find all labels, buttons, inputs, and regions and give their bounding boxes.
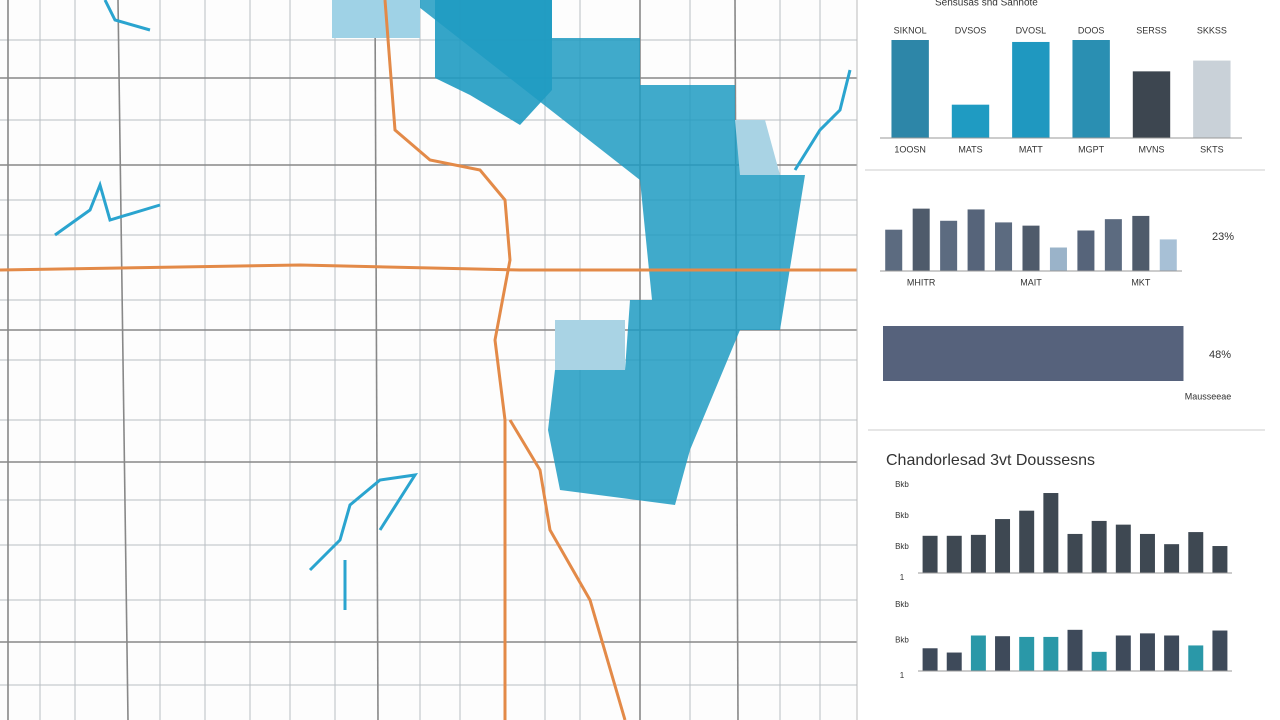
bar bbox=[912, 208, 930, 271]
bar bbox=[1072, 40, 1110, 138]
category-label: MKT bbox=[1131, 277, 1151, 287]
bar bbox=[1193, 60, 1231, 138]
bar bbox=[1212, 546, 1228, 573]
bar bbox=[970, 635, 986, 671]
bar bbox=[1019, 636, 1035, 671]
axis-label: 1 bbox=[900, 671, 905, 680]
top-label: SERSS bbox=[1136, 25, 1167, 35]
bar bbox=[1115, 524, 1131, 573]
bar bbox=[1164, 635, 1180, 671]
bar bbox=[1049, 247, 1067, 271]
value-label: 48% bbox=[1209, 349, 1231, 361]
bar bbox=[1132, 215, 1150, 271]
category-label: MAIT bbox=[1020, 277, 1042, 287]
bar bbox=[1188, 645, 1204, 671]
bar bbox=[1043, 636, 1059, 671]
water bbox=[54, 0, 852, 610]
bar bbox=[1012, 41, 1050, 138]
top-label: SKKSS bbox=[1197, 25, 1227, 35]
bar bbox=[1077, 230, 1095, 271]
bar bbox=[885, 229, 903, 271]
chart-title: Chandorlesad 3vt Doussesns bbox=[886, 452, 1095, 469]
shaded-districts bbox=[332, 0, 805, 505]
bar bbox=[946, 652, 962, 671]
bar bbox=[1139, 633, 1155, 671]
highways bbox=[0, 0, 857, 720]
category-label: MVNS bbox=[1138, 144, 1164, 154]
bar bbox=[1115, 635, 1131, 671]
bar bbox=[1067, 629, 1083, 671]
category-label: SKTS bbox=[1200, 144, 1224, 154]
category-label: 1OOSN bbox=[894, 144, 926, 154]
bar bbox=[1043, 493, 1059, 573]
category-label: MATS bbox=[958, 144, 982, 154]
bar bbox=[1139, 533, 1155, 573]
bar bbox=[995, 636, 1011, 671]
axis-label: Bkb bbox=[895, 480, 909, 489]
top-label: DVOSL bbox=[1016, 25, 1047, 35]
bar bbox=[946, 535, 962, 573]
axis-label: Bkb bbox=[895, 511, 909, 520]
bar bbox=[951, 104, 990, 138]
axis-label: Bkb bbox=[895, 636, 909, 645]
axis-label: 1 bbox=[900, 573, 905, 582]
panel-header: Sensusas snd Sannote bbox=[935, 0, 1038, 9]
bar bbox=[1132, 71, 1171, 138]
bar bbox=[1067, 533, 1083, 573]
category-label: MHITR bbox=[907, 277, 936, 287]
bar bbox=[1159, 239, 1177, 271]
category-label: Mausseeae bbox=[1185, 391, 1232, 401]
bar bbox=[967, 209, 985, 271]
bar bbox=[1091, 651, 1107, 671]
bar bbox=[883, 326, 1184, 381]
category-label: MATT bbox=[1019, 144, 1043, 154]
bar bbox=[1104, 219, 1122, 271]
top-label: SIKNOL bbox=[894, 25, 927, 35]
bar bbox=[1212, 630, 1228, 671]
bar bbox=[891, 40, 929, 138]
map bbox=[0, 0, 857, 720]
bar bbox=[995, 222, 1013, 271]
bar bbox=[1022, 225, 1040, 271]
category-label: MGPT bbox=[1078, 144, 1105, 154]
annotation: 23% bbox=[1212, 231, 1234, 243]
top-label: DOOS bbox=[1078, 25, 1105, 35]
bar bbox=[922, 535, 938, 573]
bar bbox=[1188, 532, 1204, 573]
bar bbox=[1164, 544, 1180, 573]
bar bbox=[995, 519, 1011, 573]
top-label: DVSOS bbox=[955, 25, 987, 35]
axis-label: Bkb bbox=[895, 542, 909, 551]
bar bbox=[922, 648, 938, 671]
bar bbox=[970, 534, 986, 573]
bar bbox=[1091, 520, 1107, 573]
bar bbox=[1019, 510, 1035, 573]
axis-label: Bkb bbox=[895, 600, 909, 609]
bar bbox=[940, 220, 958, 271]
